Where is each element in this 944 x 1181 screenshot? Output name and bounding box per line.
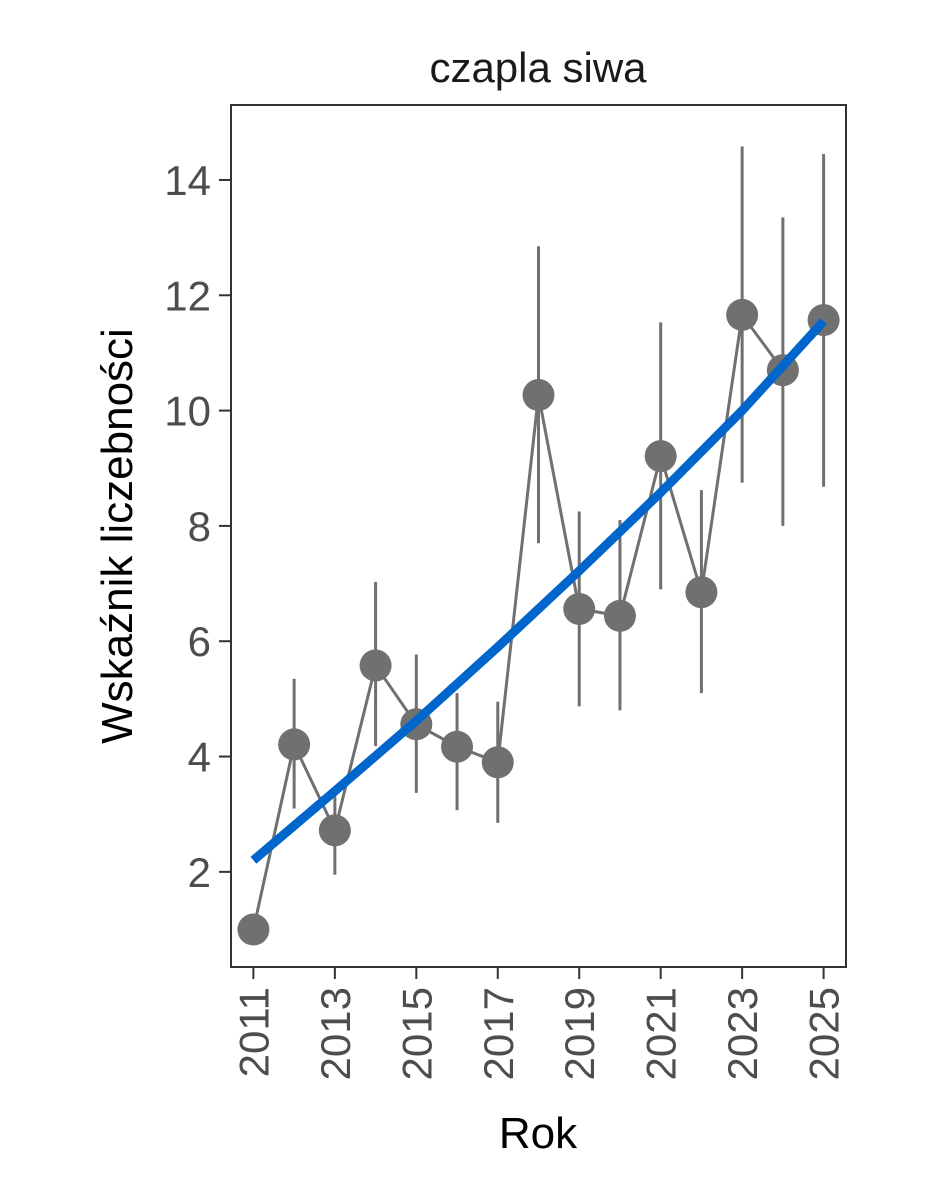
data-point: [603, 599, 636, 632]
data-point: [522, 379, 555, 412]
x-tick-label: 2025: [801, 987, 848, 1080]
data-point: [726, 298, 759, 331]
y-tick-label: 6: [188, 618, 211, 665]
plot-panel: [230, 104, 847, 968]
data-point: [563, 592, 596, 625]
data-point: [359, 649, 392, 682]
data-point: [685, 576, 718, 609]
x-tick-label: 2019: [556, 987, 603, 1080]
series-layer: [237, 146, 840, 946]
data-point: [237, 913, 270, 946]
x-tick-label: 2023: [719, 987, 766, 1080]
x-tick-label: 2013: [312, 987, 359, 1080]
y-tick-label: 4: [188, 734, 211, 781]
x-axis-title: Rok: [499, 1109, 578, 1158]
data-point: [481, 746, 514, 779]
chart-title: czapla siwa: [429, 44, 647, 91]
data-point: [644, 440, 677, 473]
y-axis: 2 4 6 8 10 12 14: [164, 157, 231, 896]
y-axis-title: Wskaźnik liczebności: [93, 328, 142, 744]
y-tick-label: 2: [188, 849, 211, 896]
x-tick-label: 2021: [638, 987, 685, 1080]
x-axis: 2011 2013 2015 2017 2019 2021 2023 2025: [230, 967, 848, 1080]
trend-line: [250, 318, 827, 864]
y-tick-label: 10: [164, 388, 211, 435]
y-tick-label: 12: [164, 272, 211, 319]
data-point: [318, 814, 351, 847]
data-point: [278, 728, 311, 761]
y-tick-label: 8: [188, 503, 211, 550]
x-tick-label: 2017: [475, 987, 522, 1080]
data-point: [441, 730, 474, 763]
y-tick-label: 14: [164, 157, 211, 204]
x-tick-label: 2015: [393, 987, 440, 1080]
x-tick-label: 2011: [230, 987, 277, 1077]
